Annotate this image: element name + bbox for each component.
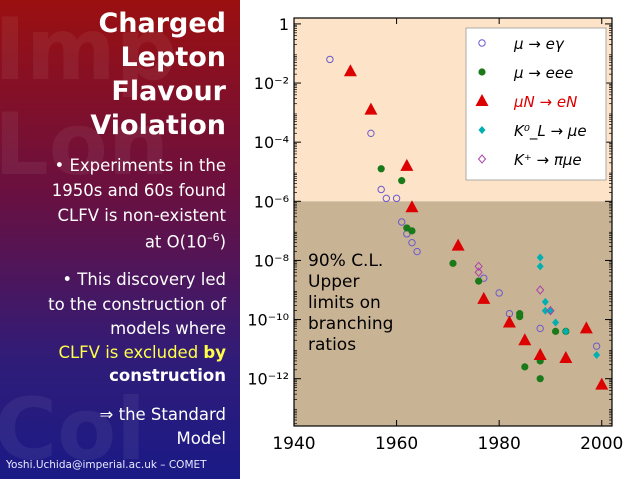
data-point bbox=[326, 55, 334, 64]
sidebar: Imp Lon Col Charged Lepton Flavour Viola… bbox=[0, 0, 240, 479]
data-point bbox=[546, 305, 555, 316]
data-point bbox=[551, 327, 560, 335]
data-point bbox=[516, 313, 524, 321]
data-point bbox=[541, 297, 549, 306]
bullet-text: • This discovery led bbox=[62, 270, 226, 289]
data-point bbox=[451, 238, 465, 251]
bullet-text: models where bbox=[110, 319, 226, 338]
data-point bbox=[562, 327, 570, 336]
conclusion-text: ⇒ the Standard bbox=[99, 405, 226, 424]
bullet-text: • Experiments in the bbox=[54, 156, 226, 175]
legend-label: μN → eN bbox=[513, 93, 577, 111]
plot-frame bbox=[293, 17, 613, 427]
x-tick-label: 1960 bbox=[375, 434, 418, 454]
legend-marker bbox=[477, 154, 487, 164]
y-tick-label: 10⁻² bbox=[254, 74, 289, 93]
data-point bbox=[398, 218, 406, 226]
data-point bbox=[474, 267, 483, 278]
background-watermark-word: Lon bbox=[0, 95, 170, 195]
data-point bbox=[495, 289, 503, 297]
data-point bbox=[552, 318, 560, 327]
y-tick-label: 1 bbox=[279, 15, 289, 34]
data-point bbox=[392, 194, 401, 203]
chart-svg: 1940 1960 1980 2000 1 10⁻² 10⁻⁴ 10⁻⁶ 10⁻⁸ 10⁻¹⁰ 10… bbox=[247, 15, 623, 454]
data-point bbox=[413, 247, 421, 256]
background-watermark-word: Imp bbox=[0, 0, 178, 100]
data-point bbox=[377, 165, 385, 173]
data-point bbox=[593, 351, 601, 360]
data-point bbox=[518, 333, 532, 346]
y-tick-label: 10⁻¹⁰ bbox=[247, 311, 289, 330]
highlight-text: construction bbox=[109, 366, 226, 385]
data-point bbox=[364, 102, 378, 115]
slide-title-line: Charged bbox=[98, 8, 226, 39]
lower-region bbox=[294, 201, 612, 426]
data-point bbox=[536, 324, 544, 333]
data-point bbox=[398, 177, 406, 185]
data-point bbox=[408, 238, 416, 247]
footer-credit: Yoshi.Uchida@imperial.ac.uk – COMET bbox=[6, 459, 207, 471]
data-point bbox=[400, 158, 414, 171]
y-tick-label: 10⁻⁶ bbox=[254, 192, 289, 211]
data-point bbox=[449, 259, 457, 267]
chart-panel: 1940 1960 1980 2000 1 10⁻² 10⁻⁴ 10⁻⁶ 10⁻⁸ 10⁻¹⁰ 10… bbox=[240, 0, 640, 479]
y-tick-label: 10⁻¹² bbox=[247, 370, 289, 389]
data-point bbox=[536, 375, 544, 383]
legend-marker bbox=[478, 39, 486, 47]
annotation-text: branching bbox=[308, 314, 393, 334]
legend-label: K⁰_L → μe bbox=[514, 122, 587, 141]
slide-title-line: Flavour bbox=[111, 76, 226, 107]
data-point bbox=[367, 129, 375, 138]
highlight-text: CLFV is excluded by bbox=[58, 343, 226, 362]
legend-marker bbox=[475, 94, 489, 106]
highlight-text: at O(10–6) bbox=[144, 231, 226, 252]
annotation-text: ratios bbox=[308, 335, 356, 355]
slide-title-line: Violation bbox=[90, 110, 226, 141]
data-point bbox=[408, 227, 416, 235]
legend-marker bbox=[478, 68, 486, 76]
data-point bbox=[592, 342, 601, 350]
data-point bbox=[377, 185, 385, 194]
data-point bbox=[474, 261, 483, 272]
highlight-text: CLFV is non-existent bbox=[57, 206, 226, 225]
data-point bbox=[536, 253, 544, 262]
x-tick-label: 1980 bbox=[478, 434, 521, 454]
data-point bbox=[382, 194, 391, 203]
annotation-text: 90% C.L. bbox=[308, 251, 383, 271]
y-tick-label: 10⁻⁴ bbox=[254, 133, 289, 152]
data-point bbox=[521, 363, 529, 371]
legend-label: μ → eγ bbox=[513, 35, 565, 53]
data-point bbox=[579, 321, 593, 334]
legend-box bbox=[465, 27, 607, 181]
data-point bbox=[559, 351, 573, 363]
data-point bbox=[533, 348, 547, 361]
legend-label: μ → eee bbox=[513, 64, 573, 82]
annotation-text: Upper bbox=[308, 272, 359, 292]
data-point bbox=[405, 200, 419, 213]
data-point bbox=[541, 306, 549, 315]
data-point bbox=[343, 64, 357, 77]
background-watermark-word: Col bbox=[0, 380, 146, 479]
legend-label: K⁺ → πμe bbox=[514, 151, 582, 169]
bullet-text: 1950s and 60s found bbox=[51, 181, 226, 200]
data-point bbox=[536, 285, 545, 295]
data-point bbox=[477, 291, 491, 304]
conclusion-text: Model bbox=[176, 429, 226, 448]
data-point bbox=[475, 277, 483, 285]
y-tick-label: 10⁻⁸ bbox=[254, 251, 289, 270]
x-tick-label: 2000 bbox=[580, 434, 623, 454]
data-point bbox=[536, 262, 544, 271]
data-point bbox=[595, 377, 609, 390]
x-tick-label: 1940 bbox=[272, 434, 315, 454]
data-point bbox=[502, 315, 516, 328]
annotation-text: limits on bbox=[308, 293, 381, 313]
bullet-text: to the construction of bbox=[48, 295, 226, 314]
slide-title-line: Lepton bbox=[120, 42, 226, 73]
legend-marker bbox=[478, 126, 486, 134]
